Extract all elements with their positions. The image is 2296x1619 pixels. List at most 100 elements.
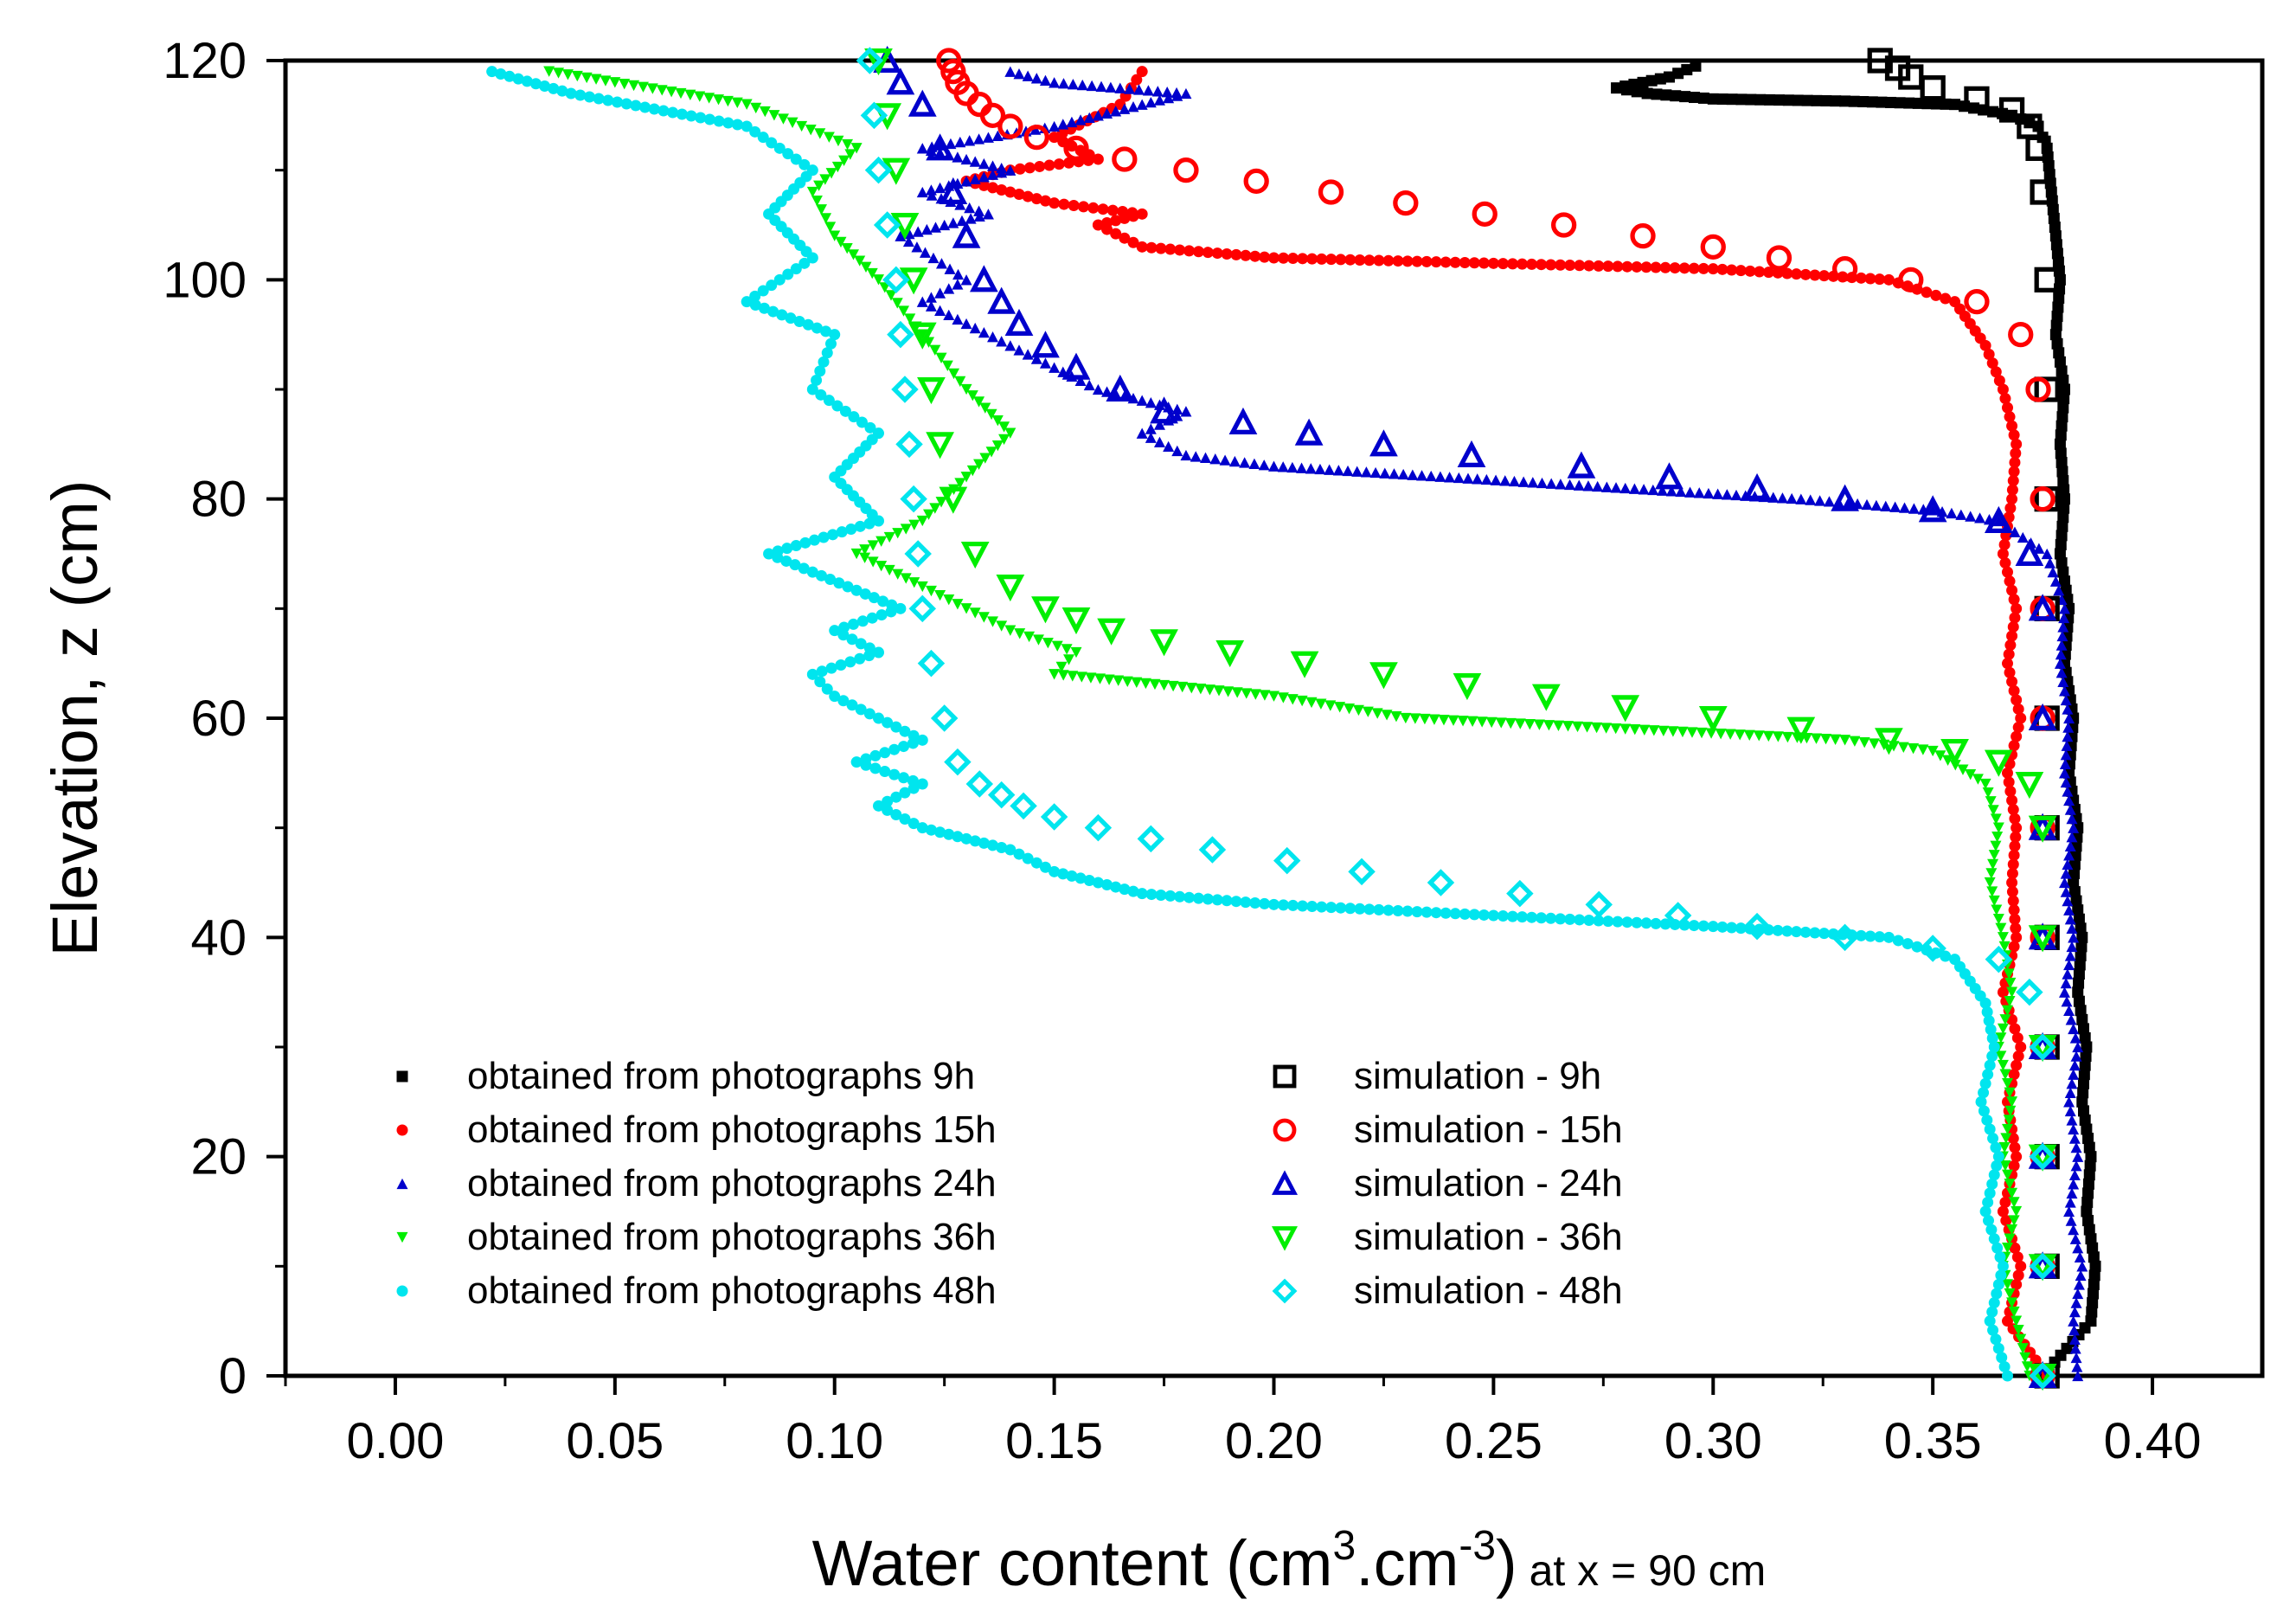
data-point (1419, 713, 1431, 725)
data-point (2006, 986, 2018, 998)
data-point (1440, 256, 1452, 268)
x-axis-title: Water content (cm3.cm-3) at x = 90 cm (812, 1523, 1767, 1599)
data-point (1390, 711, 1402, 723)
y-tick-label: 120 (163, 33, 247, 89)
data-point (1866, 96, 1878, 108)
data-point (2088, 1288, 2100, 1300)
data-point (2006, 1096, 2018, 1108)
data-point (798, 257, 811, 269)
data-point (1228, 407, 1258, 435)
data-point (1572, 721, 1584, 733)
data-point (1145, 432, 1157, 443)
data-point (2049, 329, 2062, 341)
data-point (1582, 480, 1594, 491)
legend-marker (1273, 1064, 1297, 1089)
data-point (2063, 794, 2075, 806)
data-point (927, 252, 940, 264)
data-point (1664, 902, 1692, 929)
data-point (1593, 260, 1605, 272)
data-point (1335, 254, 1347, 266)
data-point (1882, 931, 1895, 943)
data-point (1278, 252, 1290, 264)
data-point (1735, 265, 1747, 277)
data-point (543, 66, 555, 77)
x-axis-title-mid: .cm (1356, 1527, 1459, 1599)
data-point (1882, 273, 1895, 286)
data-point (866, 267, 878, 279)
data-point (1430, 256, 1442, 268)
data-point (820, 325, 832, 337)
data-point (2004, 996, 2016, 1007)
data-point (1874, 931, 1886, 943)
data-point (2068, 867, 2081, 879)
data-point (1564, 260, 1576, 272)
data-point (1889, 501, 1902, 512)
data-point (960, 832, 972, 845)
data-point (1061, 644, 1073, 655)
data-point (973, 205, 985, 216)
data-point (987, 160, 999, 171)
data-point (1848, 95, 1860, 107)
data-point (2059, 685, 2070, 697)
data-point (2072, 1288, 2084, 1300)
data-point (1085, 672, 1097, 684)
data-point (1209, 453, 1222, 465)
data-point (2055, 557, 2068, 569)
data-point (1998, 1360, 2011, 1372)
data-point (2063, 904, 2075, 916)
data-point (991, 415, 1004, 427)
data-point (1992, 914, 2004, 925)
data-point (1034, 160, 1046, 172)
data-point (1949, 760, 1961, 771)
data-point (1097, 618, 1126, 646)
data-point (1994, 1251, 2006, 1263)
data-point (2072, 986, 2084, 999)
data-point (842, 138, 854, 151)
data-point (2057, 511, 2069, 524)
data-point (1400, 712, 1412, 724)
data-point (818, 531, 830, 543)
data-point (1092, 219, 1104, 231)
data-point (1930, 98, 1942, 110)
data-point (2070, 1160, 2082, 1172)
data-point (869, 762, 882, 774)
data-point (806, 164, 818, 177)
data-point (2006, 420, 2018, 432)
data-point (1133, 84, 1145, 95)
data-point (1083, 379, 1095, 391)
data-point (1650, 261, 1662, 273)
data-point (1434, 471, 1446, 482)
data-point (2052, 301, 2064, 313)
data-point (1650, 917, 1662, 929)
data-point (1998, 941, 2011, 953)
data-point (2070, 895, 2082, 907)
data-point (1440, 907, 1452, 919)
data-point (1823, 496, 1835, 507)
legend-label: obtained from photographs 48h (467, 1269, 997, 1312)
data-point (1031, 596, 1060, 624)
data-point (1468, 909, 1480, 921)
data-point (996, 162, 1008, 174)
data-point (2011, 694, 2023, 706)
data-point (2051, 337, 2063, 350)
x-axis-title-sup1: 3 (1332, 1523, 1356, 1569)
data-point (1999, 393, 2011, 405)
data-point (1648, 725, 1660, 736)
data-point (935, 352, 947, 363)
data-point (978, 326, 990, 338)
data-point (790, 263, 802, 275)
data-point (978, 171, 990, 183)
data-point (1776, 492, 1788, 504)
data-point (2028, 703, 2057, 731)
data-point (620, 98, 632, 110)
data-point (2052, 256, 2064, 268)
data-point (997, 113, 1023, 139)
data-point (2001, 1123, 2013, 1135)
data-point (2081, 1196, 2094, 1208)
data-point (969, 607, 981, 619)
data-point (1013, 189, 1025, 201)
data-point (1998, 1141, 2011, 1153)
data-point (1268, 898, 1279, 910)
data-point (1997, 1205, 2009, 1217)
x-tick-label: 0.30 (1664, 1413, 1762, 1469)
